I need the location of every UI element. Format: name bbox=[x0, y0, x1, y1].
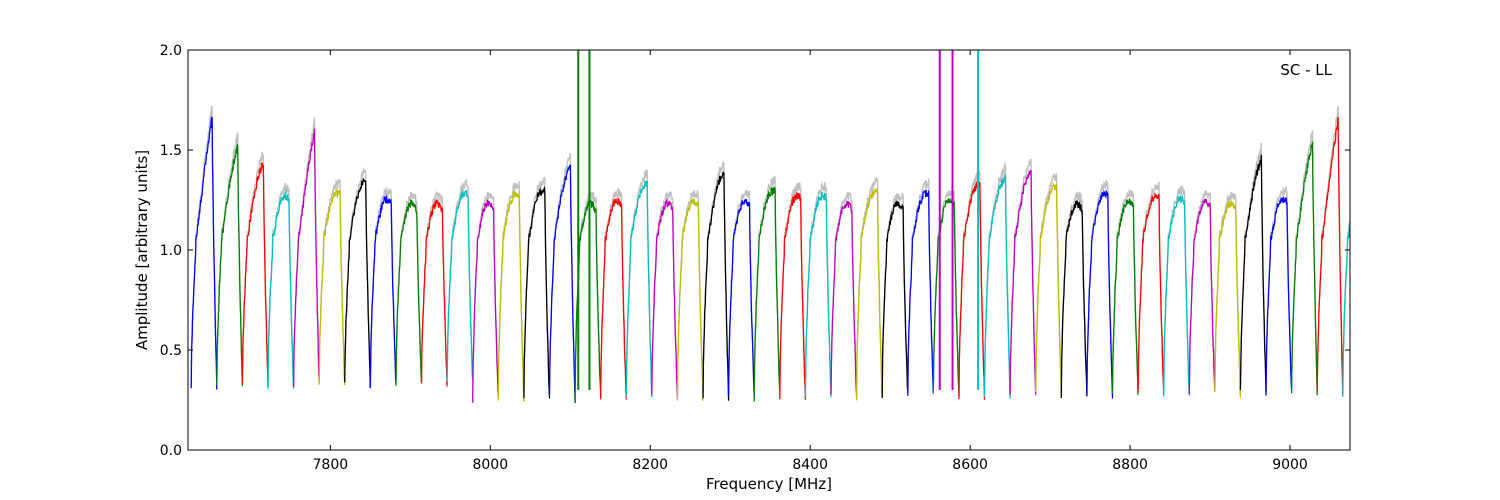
x-tick-label: 8600 bbox=[952, 457, 988, 473]
band-line bbox=[625, 180, 653, 398]
band-line bbox=[292, 128, 320, 388]
band-line bbox=[344, 177, 371, 389]
band-line bbox=[881, 200, 909, 399]
band-line bbox=[574, 199, 602, 402]
x-tick-label: 9000 bbox=[1272, 457, 1308, 473]
band-line bbox=[1239, 154, 1267, 393]
band-line bbox=[267, 190, 295, 390]
band-line bbox=[804, 191, 832, 398]
band-line bbox=[472, 199, 499, 403]
band-line bbox=[446, 189, 474, 382]
band-line bbox=[727, 198, 755, 396]
y-tick-label: 1.0 bbox=[160, 243, 182, 259]
band-line bbox=[1290, 141, 1318, 396]
x-tick-label: 7800 bbox=[313, 457, 349, 473]
y-tick-label: 2.0 bbox=[160, 43, 182, 59]
band-line bbox=[779, 191, 807, 400]
x-tick-label: 8200 bbox=[632, 457, 668, 473]
band-line bbox=[1265, 196, 1293, 396]
x-tick-label: 8800 bbox=[1112, 457, 1148, 473]
band-line bbox=[600, 196, 627, 400]
band-line bbox=[651, 197, 679, 398]
band-line bbox=[395, 199, 423, 386]
band-line bbox=[548, 164, 576, 403]
band-line bbox=[753, 186, 781, 402]
x-axis-title: Frequency [MHz] bbox=[706, 475, 832, 493]
band-line bbox=[702, 171, 730, 401]
x-tick-label: 8000 bbox=[472, 457, 508, 473]
band-line bbox=[830, 200, 858, 397]
series-layer bbox=[190, 50, 1350, 403]
band-line bbox=[983, 173, 1011, 399]
band-line bbox=[369, 195, 397, 389]
band-line bbox=[1035, 182, 1062, 399]
y-tick-label: 0.0 bbox=[160, 443, 182, 459]
band-line bbox=[241, 162, 269, 387]
band-line bbox=[1214, 200, 1242, 398]
plot-background bbox=[188, 50, 1350, 450]
band-line bbox=[1342, 219, 1350, 397]
band-line bbox=[497, 191, 525, 403]
band-line bbox=[318, 188, 346, 386]
band-line bbox=[1316, 117, 1344, 395]
band-line bbox=[216, 144, 244, 387]
band-line bbox=[1086, 189, 1114, 399]
band-line bbox=[676, 197, 704, 401]
band-line bbox=[1188, 198, 1216, 395]
band-line bbox=[1009, 169, 1037, 396]
band-line bbox=[523, 185, 551, 399]
y-axis-title: Amplitude [arbitrary units] bbox=[133, 150, 151, 350]
x-tick-label: 8400 bbox=[792, 457, 828, 473]
band-line bbox=[190, 116, 218, 390]
band-line bbox=[1137, 192, 1165, 392]
band-line bbox=[855, 187, 883, 401]
ticks-layer: 7800 8000 8200 8400 8600 8800 9000 0.0 0.5 1.0 1.5… bbox=[160, 43, 1350, 473]
y-tick-label: 0.5 bbox=[160, 343, 182, 359]
band-line bbox=[1111, 198, 1139, 396]
y-tick-label: 1.5 bbox=[160, 143, 182, 159]
band-line bbox=[1163, 194, 1190, 397]
band-line bbox=[932, 195, 960, 397]
band-line bbox=[958, 180, 986, 400]
band-line bbox=[420, 199, 448, 387]
band-line bbox=[907, 189, 934, 396]
band-line bbox=[1060, 200, 1088, 399]
chart-annotation: SC - LL bbox=[1280, 61, 1332, 79]
